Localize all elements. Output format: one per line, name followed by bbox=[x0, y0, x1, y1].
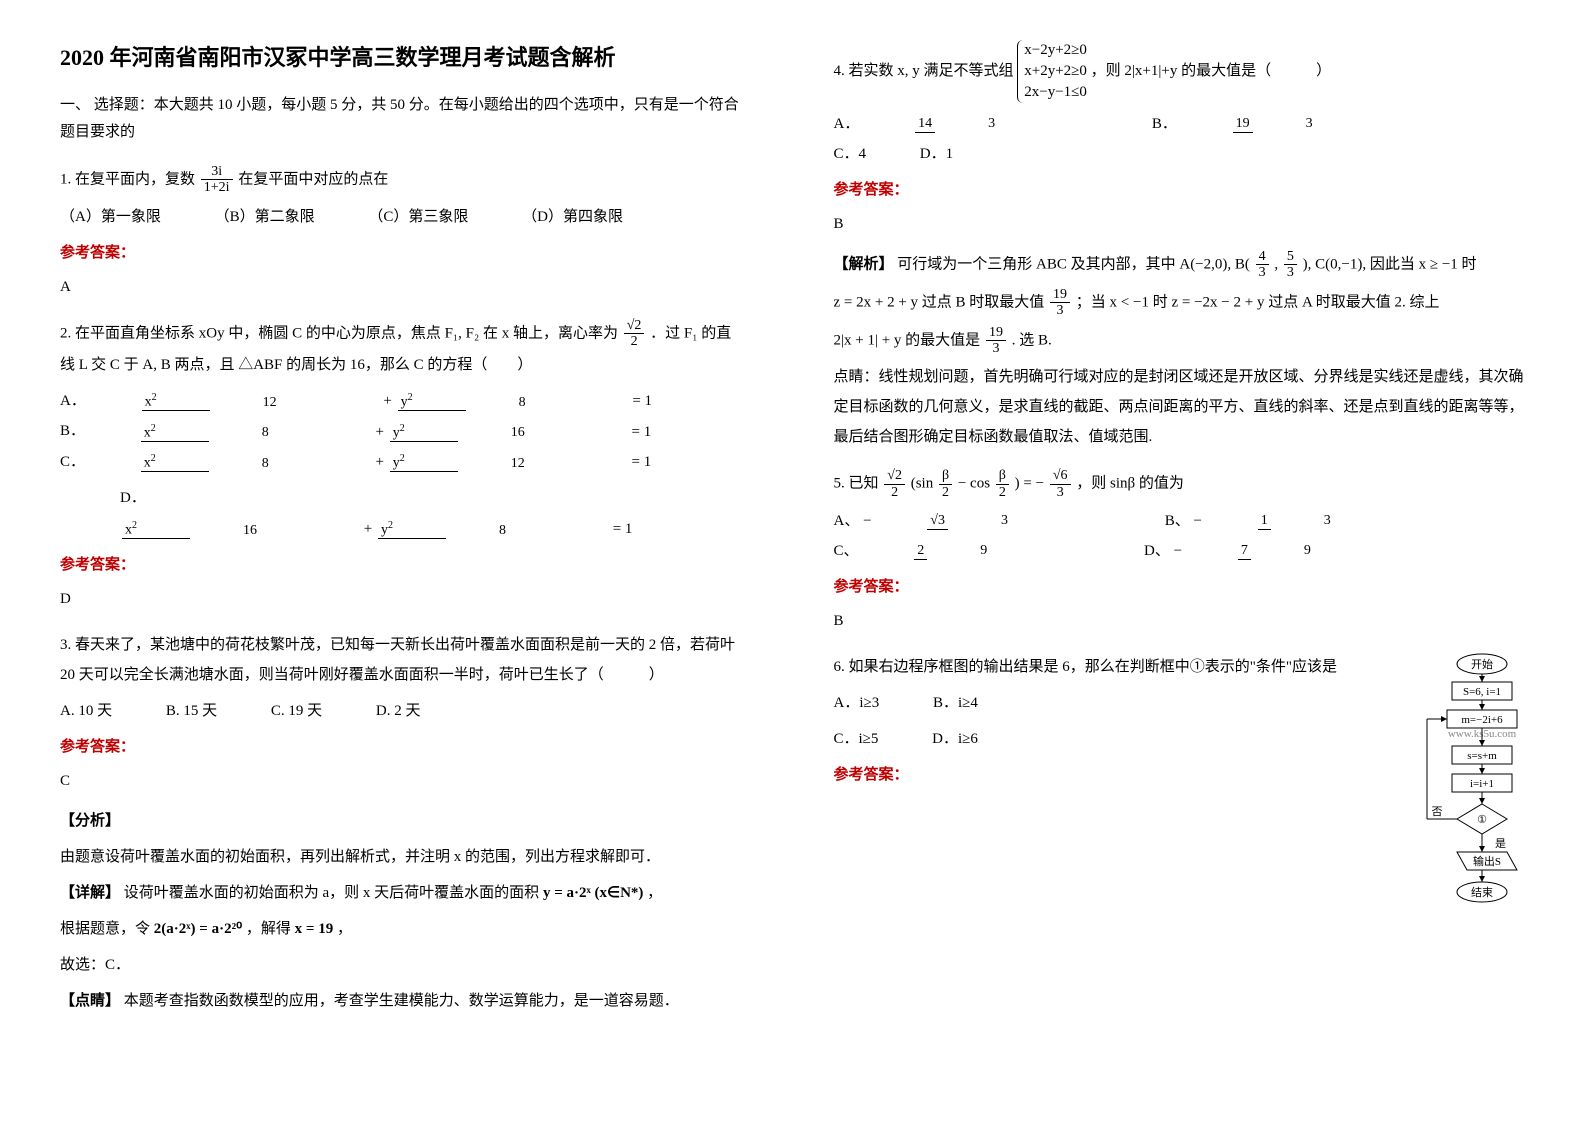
svg-text:S=6, i=1: S=6, i=1 bbox=[1463, 686, 1501, 698]
q3-answer-label: 参考答案： bbox=[60, 732, 754, 762]
q3-detail3: 故选：C． bbox=[60, 950, 754, 980]
q2-opt-d[interactable]: D． x216 + y28 = 1 bbox=[120, 483, 704, 544]
q6-opt-c[interactable]: C．i≥5 bbox=[834, 724, 879, 754]
q3-comment: 本题考查指数函数模型的应用，考查学生建模能力、数学运算能力，是一道容易题． bbox=[124, 993, 679, 1009]
q1-opt-b[interactable]: （B）第二象限 bbox=[215, 202, 315, 232]
q1-stem-b: 在复平面中对应的点在 bbox=[238, 171, 388, 187]
q6-opt-b[interactable]: B．i≥4 bbox=[933, 688, 978, 718]
q2-answer: D bbox=[60, 584, 754, 614]
svg-text:开始: 开始 bbox=[1471, 657, 1493, 671]
q4-opt-b[interactable]: B． 193 bbox=[1152, 109, 1416, 139]
q3-detail1-b: ， bbox=[647, 885, 662, 901]
question-2: 2. 在平面直角坐标系 xOy 中，椭圆 C 的中心为原点，焦点 F₁, F₂ … bbox=[60, 318, 754, 614]
q3-opt-d[interactable]: D. 2 天 bbox=[376, 696, 421, 726]
q4-opt-a[interactable]: A． 143 bbox=[834, 109, 1099, 139]
q2-answer-label: 参考答案： bbox=[60, 550, 754, 580]
q4-stem-a: 4. 若实数 x, y 满足不等式组 bbox=[834, 63, 1014, 79]
q5-opt-a[interactable]: A、 − √33 bbox=[834, 506, 1111, 536]
q3-analysis-text: 由题意设荷叶覆盖水面的初始面积，再列出解析式，并注明 x 的范围，列出方程求解即… bbox=[60, 842, 754, 872]
q5-stem-a: 5. 已知 bbox=[834, 476, 879, 492]
q4-opt-c[interactable]: C．4 bbox=[834, 139, 867, 169]
q1-options: （A）第一象限 （B）第二象限 （C）第三象限 （D）第四象限 bbox=[60, 202, 754, 232]
q4-sol-label: 【解析】 bbox=[834, 256, 894, 272]
q2-opt-b[interactable]: B． x28 + y216 = 1 bbox=[60, 416, 701, 447]
q3-detail1-a: 设荷叶覆盖水面的初始面积为 a，则 x 天后荷叶覆盖水面的面积 bbox=[124, 885, 539, 901]
flowchart: www.ks5u.com bbox=[1397, 652, 1527, 973]
title: 2020 年河南省南阳市汉冢中学高三数学理月考试题含解析 bbox=[60, 40, 754, 72]
q3-opt-a[interactable]: A. 10 天 bbox=[60, 696, 112, 726]
q5-opt-b[interactable]: B、 − 13 bbox=[1165, 506, 1434, 536]
q3-comment-label: 【点睛】 bbox=[60, 993, 120, 1009]
question-3: 3. 春天来了，某池塘中的荷花枝繁叶茂，已知每一天新长出荷叶覆盖水面面积是前一天… bbox=[60, 630, 754, 1016]
question-5: 5. 已知 √22 (sin β2 − cos β2 ) = − √63 ，则 … bbox=[834, 468, 1528, 636]
flowchart-svg: www.ks5u.com bbox=[1397, 652, 1527, 962]
q2-opt-c[interactable]: C． x28 + y212 = 1 bbox=[60, 447, 701, 478]
q3-detail2-c: ， bbox=[337, 921, 352, 937]
svg-text:s=s+m: s=s+m bbox=[1467, 750, 1497, 762]
svg-text:i=i+1: i=i+1 bbox=[1470, 778, 1494, 790]
q4-opt-d[interactable]: D．1 bbox=[920, 139, 953, 169]
question-4: 4. 若实数 x, y 满足不等式组 x−2y+2≥0 x+2y+2≥0 2x−… bbox=[834, 40, 1528, 452]
q3-stem: 3. 春天来了，某池塘中的荷花枝繁叶茂，已知每一天新长出荷叶覆盖水面面积是前一天… bbox=[60, 630, 754, 690]
q3-detail1-eq: y = a·2ˣ (x∈N*) bbox=[543, 885, 643, 901]
q3-detail2-eq2: x = 19 bbox=[295, 921, 334, 937]
q3-detail2-a: 根据题意，令 bbox=[60, 921, 150, 937]
q3-detail-label: 【详解】 bbox=[60, 885, 120, 901]
q5-stem-b: ，则 sinβ 的值为 bbox=[1076, 476, 1184, 492]
q4-answer-label: 参考答案： bbox=[834, 175, 1528, 205]
q4-answer: B bbox=[834, 209, 1528, 239]
q3-detail2-eq1: 2(a·2ˣ) = a·2²⁰ bbox=[154, 921, 242, 937]
right-column: 4. 若实数 x, y 满足不等式组 x−2y+2≥0 x+2y+2≥0 2x−… bbox=[834, 40, 1528, 1032]
q1-stem-a: 1. 在复平面内，复数 bbox=[60, 171, 195, 187]
q1-opt-d[interactable]: （D）第四象限 bbox=[522, 202, 623, 232]
q5-answer-label: 参考答案： bbox=[834, 572, 1528, 602]
question-1: 1. 在复平面内，复数 3i 1+2i 在复平面中对应的点在 （A）第一象限 （… bbox=[60, 164, 754, 302]
q1-answer: A bbox=[60, 272, 754, 302]
svg-text:m=−2i+6: m=−2i+6 bbox=[1461, 714, 1503, 726]
q4-tip: 点睛：线性规划问题，首先明确可行域对应的是封闭区域还是开放区域、分界线是实线还是… bbox=[834, 362, 1528, 452]
q6-opt-d[interactable]: D．i≥6 bbox=[932, 724, 978, 754]
q4-options: A． 143 B． 193 C．4 D．1 bbox=[834, 109, 1528, 169]
question-6: www.ks5u.com bbox=[834, 652, 1528, 973]
q5-opt-d[interactable]: D、 − 79 bbox=[1144, 536, 1414, 566]
svg-text:①: ① bbox=[1477, 814, 1487, 826]
q3-answer: C bbox=[60, 766, 754, 796]
q3-opt-b[interactable]: B. 15 天 bbox=[166, 696, 217, 726]
q2-options: A． x212 + y28 = 1 B． x28 + y216 = 1 C． bbox=[60, 386, 754, 478]
q2-ecc: √2 2 bbox=[624, 318, 645, 350]
q4-system: x−2y+2≥0 x+2y+2≥0 2x−y−1≤0 bbox=[1017, 40, 1087, 103]
svg-text:否: 否 bbox=[1432, 806, 1443, 818]
q1-opt-a[interactable]: （A）第一象限 bbox=[60, 202, 161, 232]
q3-analysis-label: 【分析】 bbox=[60, 813, 120, 829]
q4-stem-b: ，则 2|x+1|+y 的最大值是（ ） bbox=[1091, 63, 1331, 79]
q5-options: A、 − √33 B、 − 13 C、 29 D、 − 79 bbox=[834, 506, 1528, 566]
q3-options: A. 10 天 B. 15 天 C. 19 天 D. 2 天 bbox=[60, 696, 754, 726]
section-intro: 一、 选择题：本大题共 10 小题，每小题 5 分，共 50 分。在每小题给出的… bbox=[60, 92, 754, 146]
q2-opt-a[interactable]: A． x212 + y28 = 1 bbox=[60, 386, 702, 417]
q5-opt-c[interactable]: C、 29 bbox=[834, 536, 1091, 566]
q3-opt-c[interactable]: C. 19 天 bbox=[271, 696, 322, 726]
q2-stem-b: ．过 F₁ 的直 bbox=[650, 325, 731, 341]
q2-stem-a: 2. 在平面直角坐标系 xOy 中，椭圆 C 的中心为原点，焦点 F₁, F₂ … bbox=[60, 325, 618, 341]
q1-opt-c[interactable]: （C）第三象限 bbox=[368, 202, 468, 232]
q1-fraction: 3i 1+2i bbox=[201, 164, 233, 196]
svg-text:是: 是 bbox=[1495, 837, 1506, 850]
q6-opt-a[interactable]: A．i≥3 bbox=[834, 688, 880, 718]
q2-stem-c: 线 L 交 C 于 A, B 两点，且 △ABF 的周长为 16，那么 C 的方… bbox=[60, 350, 754, 380]
q3-detail2-b: ，解得 bbox=[246, 921, 291, 937]
svg-text:输出S: 输出S bbox=[1473, 854, 1501, 868]
q1-answer-label: 参考答案： bbox=[60, 238, 754, 268]
left-column: 2020 年河南省南阳市汉冢中学高三数学理月考试题含解析 一、 选择题：本大题共… bbox=[60, 40, 754, 1032]
q5-answer: B bbox=[834, 606, 1528, 636]
svg-text:结束: 结束 bbox=[1471, 886, 1493, 899]
